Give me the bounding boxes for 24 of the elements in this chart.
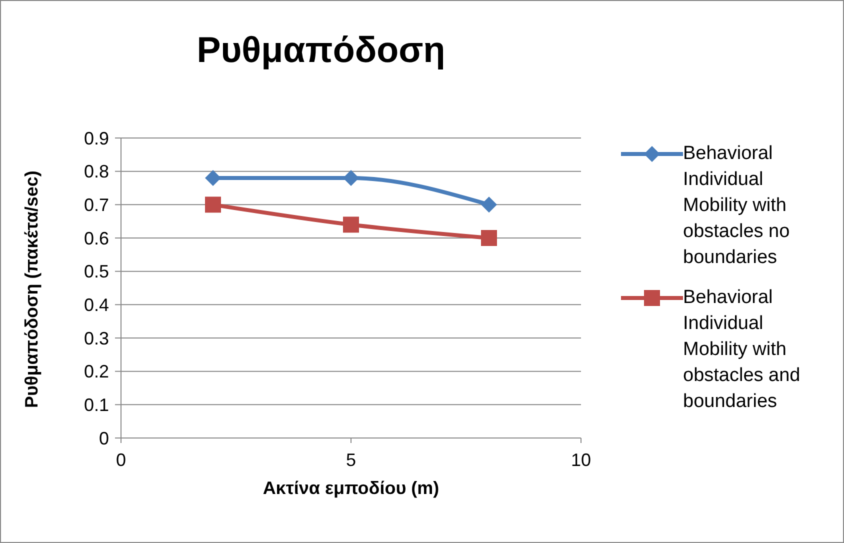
y-tick-label: 0 <box>98 428 109 448</box>
point <box>343 216 359 233</box>
x-tick-label: 10 <box>570 450 592 470</box>
point <box>481 230 497 246</box>
y-tick-label: 0.3 <box>84 328 109 348</box>
point <box>343 170 359 186</box>
x-tick-label: 5 <box>346 450 356 470</box>
y-tick-label: 0.4 <box>84 295 109 316</box>
y-tick-label: 0.1 <box>84 395 109 416</box>
point <box>205 170 221 186</box>
y-tick-label: 0.9 <box>84 128 109 148</box>
y-axis-title: Ρυθμαπόδοση (πακέτα/sec) <box>21 170 42 408</box>
legend-label: Behavioral Individual Mobility with obstacles no boundaries <box>683 142 791 270</box>
point <box>481 196 497 213</box>
y-tick-label: 0.8 <box>84 162 109 182</box>
y-tick-label: 0.7 <box>84 195 109 216</box>
point <box>205 196 221 213</box>
chart-title: Ρυθμαπόδοση <box>196 29 446 71</box>
y-tick-label: 0.6 <box>84 228 109 248</box>
y-tick-label: 0.2 <box>84 362 109 382</box>
legend-label: Behavioral Individual Mobility with obstacles and boundaries <box>683 286 802 414</box>
x-axis-title: Ακτίνα εμποδίου (m) <box>262 478 440 498</box>
y-tick-label: 0.5 <box>84 262 109 282</box>
x-tick-label: 0 <box>116 450 126 470</box>
